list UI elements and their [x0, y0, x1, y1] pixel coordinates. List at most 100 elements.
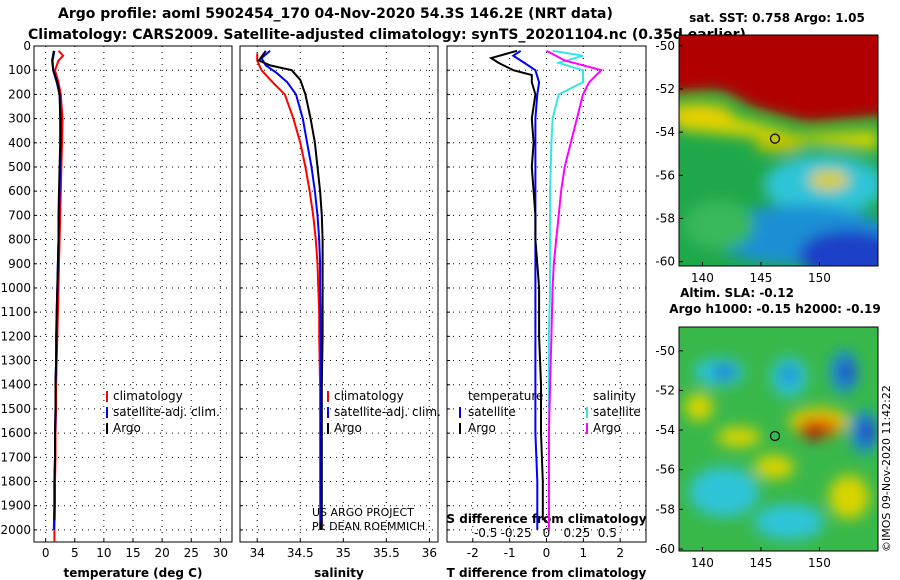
- depth-tick-label: 600: [8, 184, 31, 198]
- temperature-xlabel: temperature (deg C): [64, 566, 203, 580]
- sla-blob: [780, 365, 798, 385]
- sla-map-lat-label: -58: [655, 502, 675, 516]
- sst-map-lon-label: 140: [691, 271, 714, 285]
- sdiff-xlabel: S difference from climatology: [446, 512, 646, 526]
- sla-blob: [829, 475, 869, 519]
- temperature-tick-label: 0: [42, 546, 50, 560]
- sla-blob: [754, 504, 824, 540]
- sst-map-lat-label: -54: [655, 125, 675, 139]
- sla-blob: [800, 425, 828, 439]
- imos-credit: ©IMOS 09-Nov-2020 11:42:22: [880, 385, 893, 552]
- temperature-axes-frame: [33, 45, 233, 543]
- tdiff-tick-label: 2: [616, 546, 624, 560]
- tdiff-tick-label: -1: [504, 546, 516, 560]
- depth-tick-label: 1600: [0, 426, 31, 440]
- sla-blob: [712, 365, 736, 379]
- depth-tick-label: 800: [8, 233, 31, 247]
- depth-tick-label: 1700: [0, 450, 31, 464]
- difference-series-line: [547, 49, 584, 530]
- temperature-series-line: [51, 50, 62, 521]
- depth-tick-label: 1500: [0, 402, 31, 416]
- difference-axes-frame: [446, 45, 647, 543]
- depth-tick-label: 1200: [0, 329, 31, 343]
- sst-yellow-eddy: [809, 170, 849, 190]
- tdiff-xlabel: T difference from climatology: [447, 566, 647, 580]
- depth-tick-label: 700: [8, 208, 31, 222]
- difference-series-line: [546, 49, 604, 530]
- sst-green-blob: [684, 200, 754, 250]
- depth-tick-label: 100: [8, 63, 31, 77]
- difference-series-line: [488, 49, 544, 521]
- sla-map-lat-label: -60: [655, 542, 675, 556]
- sdiff-tick-label: 0: [543, 526, 551, 540]
- sst-map-title: sat. SST: 0.758 Argo: 1.05: [689, 11, 865, 25]
- diff-legend-title-temperature: temperature: [468, 389, 543, 403]
- sst-map-profile-marker: [769, 133, 781, 144]
- depth-tick-label: 1800: [0, 475, 31, 489]
- sdiff-tick-label: -0.25: [501, 526, 532, 540]
- depth-tick-label: 200: [8, 87, 31, 101]
- sla-blob: [754, 455, 794, 479]
- sla-map-lat-label: -54: [655, 423, 675, 437]
- salinity-tick-label: 35.5: [373, 546, 400, 560]
- credit-project: US ARGO PROJECT: [312, 506, 414, 519]
- temperature-legend-label: satellite-adj. clim.: [113, 405, 220, 419]
- sla-blob: [689, 467, 759, 517]
- sla-map-lon-label: 140: [691, 556, 714, 570]
- tdiff-tick-label: 0: [543, 546, 551, 560]
- salinity-tick-label: 36: [422, 546, 437, 560]
- temperature-tick-label: 30: [213, 546, 228, 560]
- sla-map-title: Altim. SLA: -0.12: [680, 286, 794, 300]
- sla-map-profile-marker: [769, 430, 781, 442]
- sst-map-frame: [678, 34, 879, 267]
- depth-tick-label: 0: [23, 39, 31, 53]
- sst-map-lat-label: -50: [655, 39, 675, 53]
- salinity-legend-label: climatology: [334, 389, 404, 403]
- salinity-axes-frame: [239, 45, 439, 543]
- diff-legend-label: satellite: [593, 405, 641, 419]
- sla-map-lon-label: 150: [808, 556, 831, 570]
- sst-warm-front: [679, 80, 878, 123]
- salinity-tick-label: 34.5: [287, 546, 314, 560]
- salinity-series-line: [256, 53, 322, 530]
- depth-tick-label: 1900: [0, 499, 31, 513]
- sst-map-lat-label: -52: [655, 82, 675, 96]
- depth-tick-label: 900: [8, 257, 31, 271]
- depth-tick-label: 1400: [0, 378, 31, 392]
- sla-blob: [859, 419, 875, 445]
- sst-map-lon-label: 150: [808, 271, 831, 285]
- sst-yellow-blob: [679, 103, 734, 127]
- sla-map-frame: [678, 326, 879, 552]
- depth-tick-label: 500: [8, 160, 31, 174]
- salinity-tick-label: 34: [250, 546, 265, 560]
- difference-series-line: [511, 49, 541, 530]
- sst-map-lat-label: -56: [655, 168, 675, 182]
- sla-map-subtitle: Argo h1000: -0.15 h2000: -0.19: [669, 302, 880, 316]
- sla-map-lat-label: -56: [655, 463, 675, 477]
- sla-blob: [685, 393, 713, 421]
- temperature-legend-label: climatology: [113, 389, 183, 403]
- salinity-legend-label: satellite-adj. clim.: [334, 405, 441, 419]
- sst-map-lon-label: 145: [749, 271, 772, 285]
- depth-tick-label: 400: [8, 136, 31, 150]
- depth-tick-label: 1300: [0, 354, 31, 368]
- sst-map-lat-label: -60: [655, 255, 675, 269]
- tdiff-tick-label: -2: [467, 546, 479, 560]
- salinity-tick-label: 35: [336, 546, 351, 560]
- diff-legend-label: Argo: [593, 421, 621, 435]
- sst-blobs: [679, 35, 878, 266]
- sdiff-tick-label: -0.5: [474, 526, 497, 540]
- temperature-tick-label: 5: [71, 546, 79, 560]
- sdiff-tick-label: 0.5: [598, 526, 617, 540]
- salinity-legend-label: Argo: [334, 421, 362, 435]
- temperature-tick-label: 20: [154, 546, 169, 560]
- sla-map-lon-label: 145: [749, 556, 772, 570]
- sst-map-lat-label: -58: [655, 212, 675, 226]
- sla-blobs: [685, 350, 878, 540]
- temperature-tick-label: 10: [96, 546, 111, 560]
- depth-tick-label: 1000: [0, 281, 31, 295]
- temperature-tick-label: 25: [184, 546, 199, 560]
- diff-legend-label: Argo: [468, 421, 496, 435]
